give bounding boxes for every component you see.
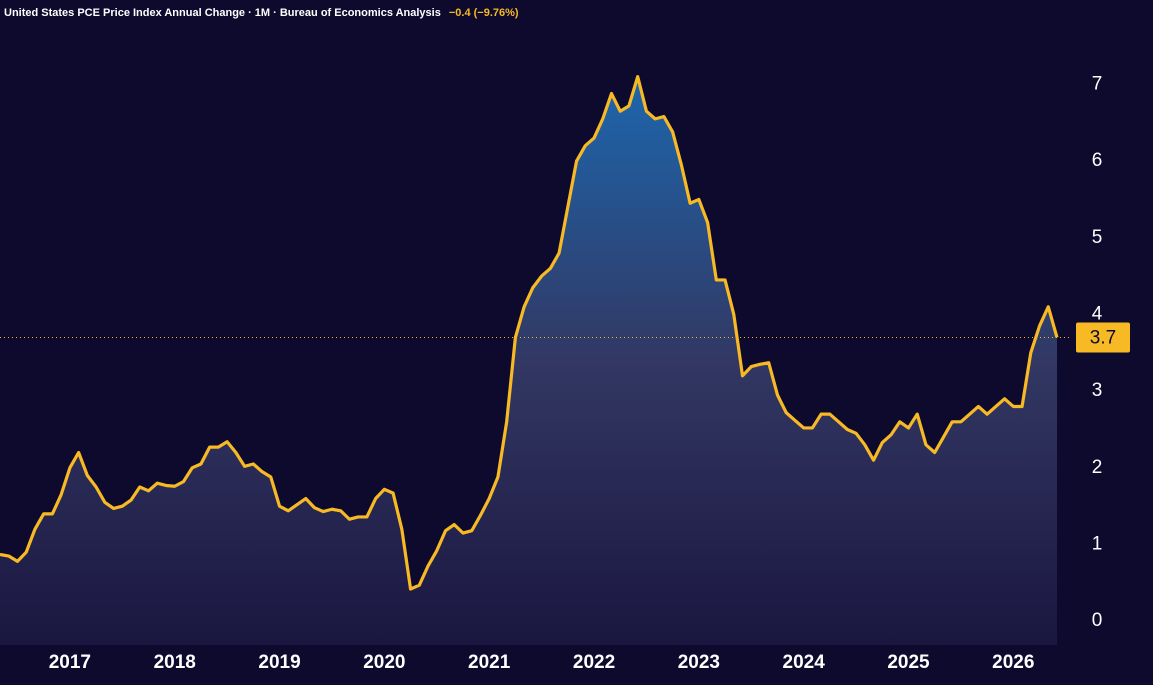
- y-tick-label: 6: [1092, 150, 1103, 171]
- line: [0, 75, 1059, 591]
- change-label: −0.4 (−9.76%): [449, 7, 519, 19]
- x-tick-label: 2020: [363, 652, 405, 673]
- x-tick-label: 2024: [783, 652, 826, 673]
- price-label: 3.7: [1090, 327, 1116, 348]
- y-tick-label: 0: [1092, 610, 1103, 631]
- y-tick-label: 4: [1092, 303, 1103, 324]
- y-tick-label: 7: [1092, 73, 1103, 94]
- x-tick-label: 2019: [258, 652, 300, 673]
- chart-title: United States PCE Price Index Annual Cha…: [4, 7, 441, 19]
- y-tick-label: 3: [1092, 380, 1103, 401]
- area-fill: [0, 76, 1057, 645]
- y-tick-label: 2: [1092, 457, 1103, 478]
- x-tick-label: 2018: [154, 652, 196, 673]
- y-tick-label: 5: [1092, 227, 1103, 248]
- x-tick-label: 2023: [678, 652, 720, 673]
- x-tick-label: 2021: [468, 652, 511, 673]
- x-tick-label: 2022: [573, 652, 615, 673]
- x-tick-label: 2025: [887, 652, 930, 673]
- price-label-box: [1076, 322, 1130, 353]
- x-tick-label: 2026: [992, 652, 1034, 673]
- y-tick-label: 1: [1092, 534, 1103, 555]
- x-tick-label: 2017: [49, 652, 91, 673]
